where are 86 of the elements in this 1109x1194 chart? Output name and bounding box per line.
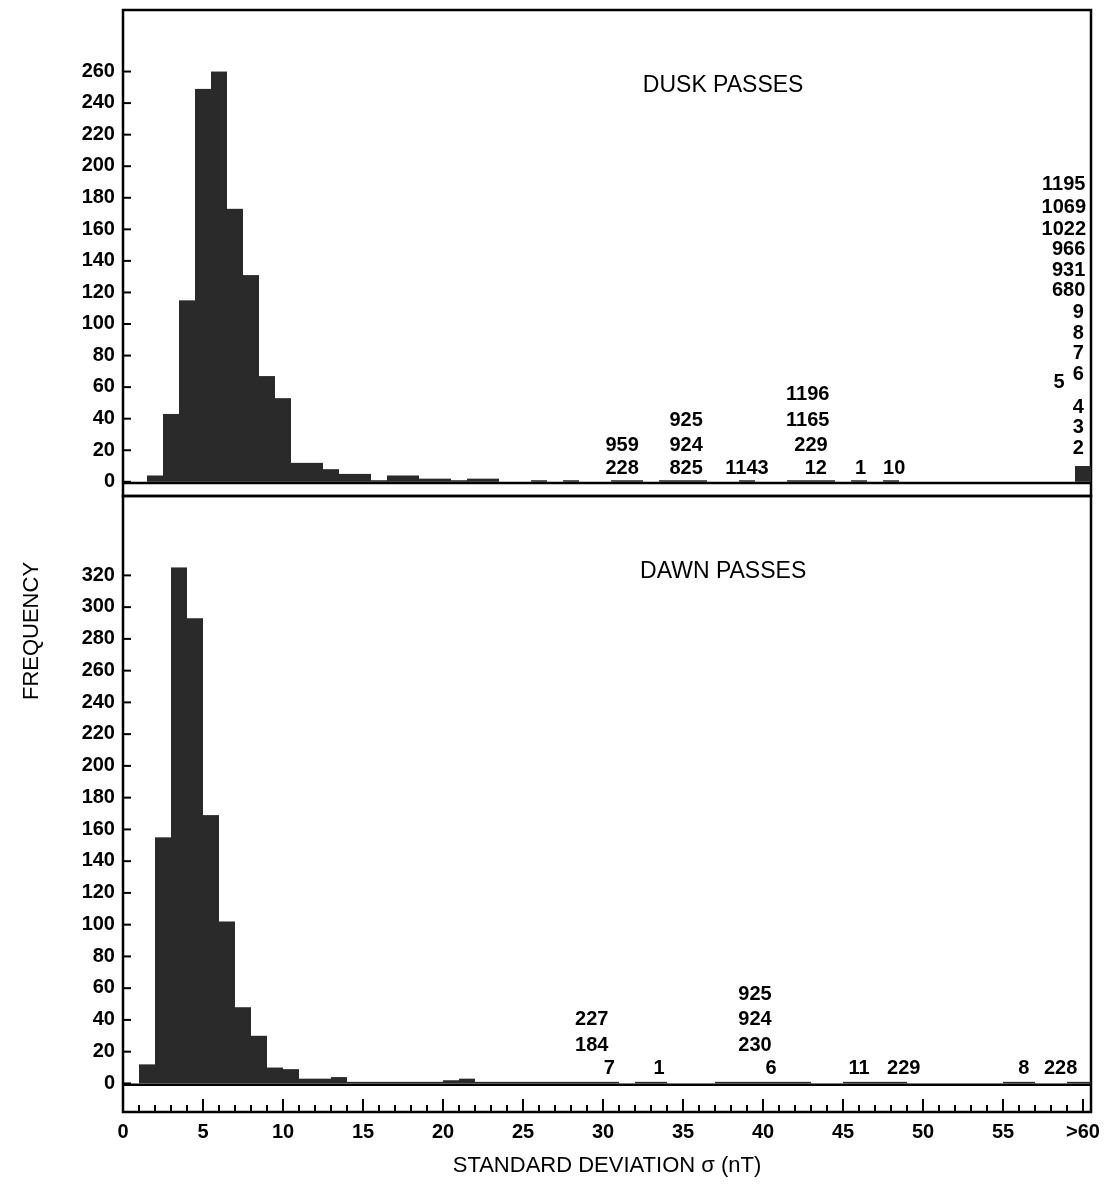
y-tick-label: 220 — [81, 121, 115, 144]
annotation: 5 — [1053, 369, 1065, 392]
annotation: 925 — [738, 981, 772, 1004]
x-tick-label: 0 — [117, 1120, 129, 1142]
x-tick-label: >60 — [1066, 1120, 1100, 1142]
y-tick-label: 140 — [81, 248, 115, 271]
y-tick-label: 80 — [92, 342, 115, 365]
annotation: 230 — [738, 1032, 772, 1055]
x-tick-label: 55 — [991, 1120, 1015, 1142]
y-tick-label: 200 — [81, 153, 115, 176]
annotation: 931 — [1051, 257, 1086, 280]
annotation: 228 — [1043, 1056, 1078, 1079]
y-tick-label: 180 — [81, 784, 115, 807]
x-tick-label: 45 — [831, 1120, 855, 1142]
annotation: 924 — [738, 1007, 773, 1030]
x-tick-label: 50 — [911, 1120, 935, 1142]
annotation: 1143 — [725, 456, 769, 479]
y-tick-label: 60 — [92, 975, 115, 998]
y-tick-label: 260 — [81, 657, 115, 680]
text: DAWN PASSES — [640, 557, 807, 583]
annotation: 229 — [794, 432, 828, 455]
x-tick-label: 25 — [511, 1120, 535, 1142]
annotation: 1165 — [786, 407, 830, 430]
annotation: 228 — [605, 456, 639, 479]
annotation: 2 — [1072, 435, 1084, 458]
y-tick-label: 120 — [81, 880, 115, 903]
annotation: 924 — [669, 432, 704, 455]
annotation: 825 — [669, 456, 703, 479]
annotation: 959 — [605, 432, 639, 455]
y-tick-label: 140 — [81, 848, 115, 871]
y-tick-label: 300 — [81, 594, 115, 617]
y-tick-label: 40 — [92, 405, 115, 428]
annotation: 3 — [1072, 415, 1084, 438]
y-tick-label: 120 — [81, 279, 115, 302]
y-axis-title: FREQUENCY — [18, 561, 43, 701]
x-tick-label: 5 — [197, 1120, 209, 1142]
annotation: 6 — [765, 1056, 777, 1079]
annotation: 7 — [1072, 341, 1084, 364]
y-tick-label: 200 — [81, 753, 115, 776]
annotation: 229 — [887, 1056, 921, 1079]
y-tick-label: 80 — [92, 943, 115, 966]
annotation: 9 — [1072, 300, 1084, 323]
y-tick-label: 260 — [81, 58, 115, 81]
y-tick-label: 20 — [92, 1038, 115, 1061]
annotation: 925 — [669, 407, 703, 430]
y-tick-label: 320 — [81, 562, 115, 585]
annotation: 8 — [1018, 1056, 1030, 1079]
annotation: 7 — [603, 1056, 615, 1079]
annotation: 1069 — [1041, 194, 1087, 217]
y-tick-label: 160 — [81, 816, 115, 839]
annotation: 11 — [848, 1056, 870, 1079]
annotation: 12 — [804, 456, 827, 479]
annotation: 184 — [575, 1032, 610, 1055]
annotation: 1 — [653, 1056, 665, 1079]
x-tick-label: 20 — [431, 1120, 455, 1142]
x-tick-label: 40 — [751, 1120, 775, 1142]
y-tick-label: 180 — [81, 185, 115, 208]
annotation: 10 — [883, 456, 906, 479]
annotation: 1022 — [1041, 216, 1087, 239]
annotation: 1196 — [786, 382, 830, 405]
x-tick-label: 30 — [591, 1120, 615, 1142]
y-tick-label: 220 — [81, 721, 115, 744]
text: DUSK PASSES — [642, 71, 804, 97]
annotation: 1 — [855, 456, 867, 479]
y-tick-label: 240 — [81, 689, 115, 712]
x-axis-title: STANDARD DEVIATION σ (nT) — [452, 1152, 762, 1177]
annotation: 966 — [1051, 237, 1086, 260]
y-tick-label: 100 — [81, 911, 115, 934]
y-tick-label: 100 — [81, 311, 115, 334]
annotation: 680 — [1051, 278, 1086, 301]
y-tick-label: 40 — [92, 1007, 115, 1030]
annotation: 8 — [1072, 320, 1084, 343]
y-tick-label: 0 — [103, 469, 115, 492]
y-tick-label: 240 — [81, 90, 115, 113]
x-tick-label: 35 — [671, 1120, 695, 1142]
annotation: 227 — [575, 1007, 609, 1030]
y-tick-label: 280 — [81, 626, 115, 649]
annotation: 1195 — [1042, 172, 1086, 195]
y-tick-label: 0 — [103, 1070, 115, 1093]
annotation: 4 — [1072, 394, 1085, 417]
y-tick-label: 20 — [92, 437, 115, 460]
x-tick-label: 10 — [271, 1120, 295, 1142]
annotation: 6 — [1072, 361, 1084, 384]
y-tick-label: 160 — [81, 216, 115, 239]
y-tick-label: 60 — [92, 374, 115, 397]
x-tick-label: 15 — [351, 1120, 375, 1142]
